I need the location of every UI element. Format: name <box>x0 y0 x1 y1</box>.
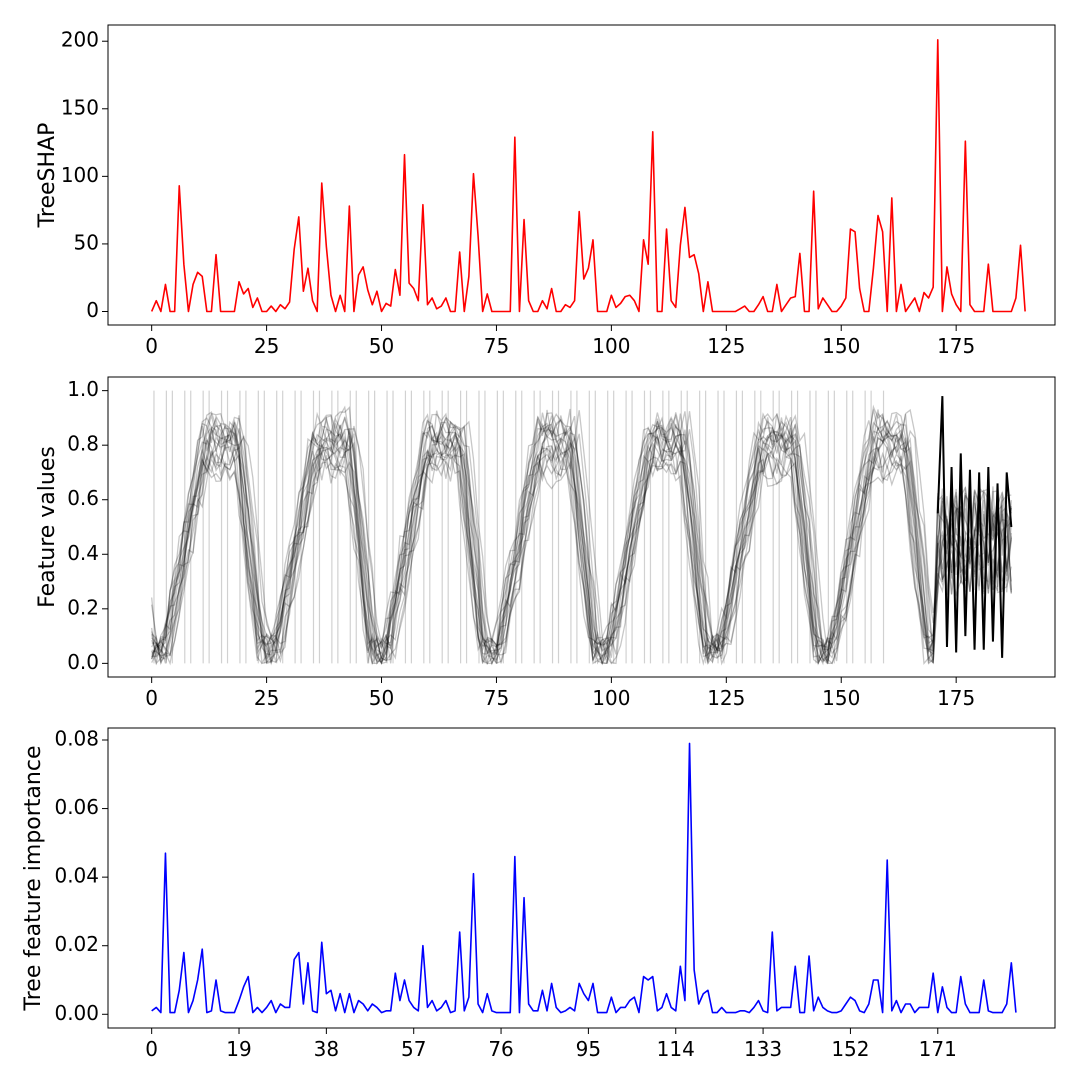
feature-sample-line <box>151 441 1012 665</box>
feature-sample-line <box>151 408 1012 665</box>
y-tick-label: 0.0 <box>67 650 99 674</box>
feature-sample-line <box>151 422 1012 665</box>
x-tick-label: 57 <box>401 1037 426 1061</box>
feature-sample-line <box>151 451 1012 666</box>
treeshap-series-layer <box>150 39 1026 313</box>
x-tick-label: 38 <box>314 1037 339 1061</box>
treeshap-panel: 0 25 50 75 100 125 150 175 0 50 100 150 200 TreeSHAP <box>35 24 1056 358</box>
tree-importance-series-layer <box>151 742 1017 1014</box>
feature-values-series-layer <box>151 390 1013 666</box>
x-tick-label: 133 <box>744 1037 782 1061</box>
x-tick-label: 50 <box>369 334 394 358</box>
x-tick-label: 175 <box>937 686 975 710</box>
x-tick-label: 0 <box>145 686 158 710</box>
feature-sample-line <box>151 409 1012 666</box>
y-tick-label: 0.04 <box>54 864 99 888</box>
feature-sample-line <box>151 441 1012 666</box>
feature-sample-line <box>151 413 1012 664</box>
feature-sample-line <box>151 417 1012 665</box>
feature-sample-line <box>151 446 1012 666</box>
x-tick-label: 152 <box>831 1037 869 1061</box>
feature-sample-line <box>151 412 1012 665</box>
y-tick-label: 1.0 <box>67 377 99 401</box>
feature-values-ylabel: Feature values <box>35 446 60 608</box>
x-tick-label: 125 <box>707 334 745 358</box>
y-tick-label: 0.4 <box>67 541 99 565</box>
y-tick-label: 0.08 <box>54 727 99 751</box>
x-tick-label: 25 <box>254 686 279 710</box>
tree-importance-panel: 0 19 38 57 76 95 114 133 152 171 0.00 0.02 0.04 0.06 0… <box>21 727 1056 1062</box>
treeshap-line <box>150 39 1026 313</box>
x-tick-label: 0 <box>145 1037 158 1061</box>
y-tick-label: 0.00 <box>54 1001 99 1025</box>
feature-sample-line <box>151 406 1012 665</box>
treeshap-axis-layer: 0 25 50 75 100 125 150 175 0 50 100 150 200 <box>61 28 975 358</box>
x-tick-label: 19 <box>226 1037 251 1061</box>
feature-sample-line <box>151 419 1012 666</box>
feature-sample-line <box>151 424 1012 666</box>
feature-sample-line <box>151 425 1012 665</box>
x-tick-label: 100 <box>592 334 630 358</box>
feature-sample-line <box>151 429 1012 666</box>
x-tick-label: 175 <box>937 334 975 358</box>
feature-values-plot-frame <box>107 376 1056 678</box>
x-tick-label: 114 <box>657 1037 695 1061</box>
tree-importance-axis-layer: 0 19 38 57 76 95 114 133 152 171 0.00 0.02 0.04 0.06 0… <box>54 727 956 1062</box>
x-tick-label: 125 <box>707 686 745 710</box>
y-tick-label: 0.06 <box>54 795 99 819</box>
treeshap-plot-frame <box>107 24 1056 326</box>
tree-importance-plot-frame <box>107 727 1056 1029</box>
feature-sample-line <box>151 404 1012 665</box>
y-tick-label: 50 <box>74 230 99 254</box>
treeshap-ylabel: TreeSHAP <box>35 123 60 229</box>
y-tick-label: 200 <box>61 28 99 52</box>
y-tick-label: 0.2 <box>67 595 99 619</box>
x-tick-label: 100 <box>592 686 630 710</box>
x-tick-label: 75 <box>484 334 509 358</box>
feature-sample-line <box>151 442 1012 666</box>
x-tick-label: 0 <box>145 334 158 358</box>
feature-sample-line <box>151 446 1012 666</box>
x-tick-label: 25 <box>254 334 279 358</box>
x-tick-label: 75 <box>484 686 509 710</box>
y-tick-label: 0.8 <box>67 432 99 456</box>
y-tick-label: 0.6 <box>67 486 99 510</box>
y-tick-label: 150 <box>61 95 99 119</box>
tree-importance-ylabel: Tree feature importance <box>21 746 46 1012</box>
y-tick-label: 0 <box>86 298 99 322</box>
x-tick-label: 150 <box>822 334 860 358</box>
y-tick-label: 0.02 <box>54 932 99 956</box>
x-tick-label: 76 <box>488 1037 513 1061</box>
feature-values-axis-layer: 0 25 50 75 100 125 150 175 0.0 0.2 0.4 0.6 0.8 1.0 <box>67 377 975 710</box>
feature-values-panel: 0 25 50 75 100 125 150 175 0.0 0.2 0.4 0.6 0.8 1.0 Fe… <box>35 376 1056 710</box>
x-tick-label: 150 <box>822 686 860 710</box>
y-tick-label: 100 <box>61 163 99 187</box>
highlighted-feature-line <box>936 396 1013 658</box>
tree-importance-line <box>151 742 1017 1014</box>
x-tick-label: 171 <box>919 1037 957 1061</box>
x-tick-label: 95 <box>576 1037 601 1061</box>
feature-sample-line <box>151 433 1012 665</box>
feature-sample-line <box>151 420 1012 666</box>
x-tick-label: 50 <box>369 686 394 710</box>
